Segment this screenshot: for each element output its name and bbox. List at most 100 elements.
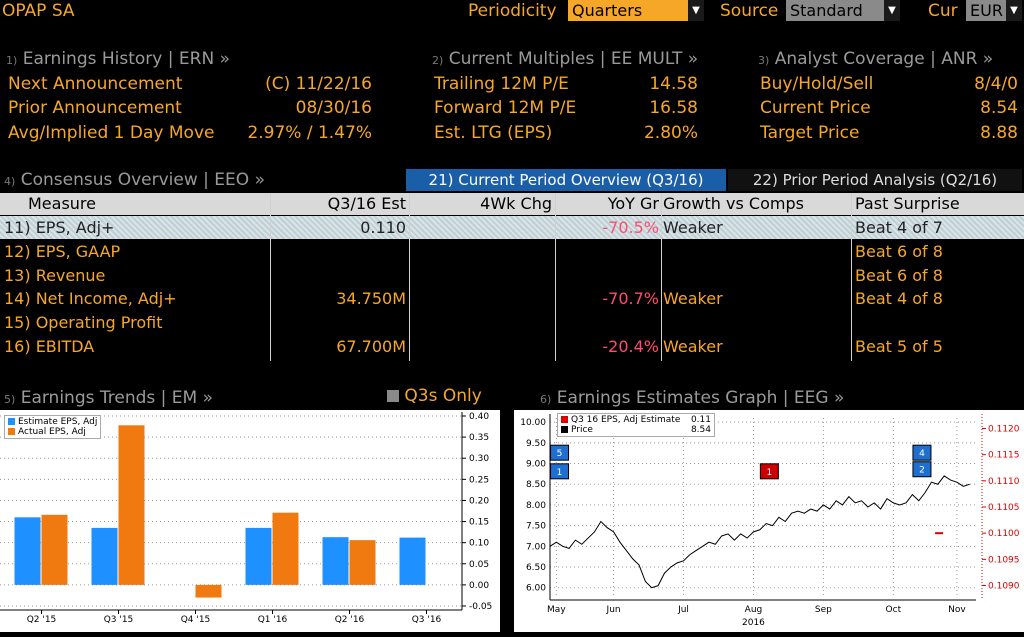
currency-label: Cur bbox=[928, 1, 958, 21]
event-marker-box bbox=[550, 463, 570, 480]
consensus-overview-title[interactable]: 4) Consensus Overview | EEO » bbox=[4, 170, 265, 190]
y-right-tick-label: 0.1120 bbox=[988, 424, 1020, 434]
estimate-bar bbox=[399, 537, 426, 585]
cell-estimate: 67.700M bbox=[336, 337, 406, 356]
y-tick-label: 0.00 bbox=[469, 581, 489, 591]
x-tick-label: Q4 '15 bbox=[181, 615, 211, 625]
cell-growth: Weaker bbox=[663, 337, 723, 356]
cell-4wk-chg bbox=[412, 311, 552, 334]
event-marker: 4 bbox=[912, 444, 932, 461]
earnings-graph-title[interactable]: 6) Earnings Estimates Graph | EEG » bbox=[540, 388, 844, 408]
cell-measure: 16) EBITDA bbox=[4, 337, 95, 356]
checkbox-icon[interactable] bbox=[387, 390, 399, 402]
col-measure[interactable]: Measure bbox=[28, 194, 96, 213]
x-tick-label: Q1 '16 bbox=[258, 615, 288, 625]
currency-value: EUR bbox=[966, 0, 1006, 21]
y-tick-label: -0.05 bbox=[469, 602, 492, 612]
earnings-trends-svg: 0.40 0.35 0.30 0.25 0.20 0.15 0.10 0.05 0.00 -0.0… bbox=[0, 412, 492, 625]
day-move-value: 2.97% / 1.47% bbox=[247, 123, 372, 143]
event-marker-label: 2 bbox=[919, 466, 925, 476]
chevron-down-icon[interactable]: ▼ bbox=[688, 0, 704, 21]
forward-pe-value: 16.58 bbox=[649, 98, 698, 118]
event-marker: 2 bbox=[912, 461, 932, 478]
periodicity-dropdown[interactable]: Quarters ▼ bbox=[568, 0, 704, 21]
chart-legend: Q3 16 EPS, Adj Estimate 0.11 Price 8.54 bbox=[557, 413, 715, 437]
event-marker: 1 bbox=[759, 463, 779, 480]
y-left-tick-label: 9.00 bbox=[526, 460, 546, 470]
table-row[interactable]: 13) Revenue Beat 6 of 8 bbox=[0, 264, 1024, 287]
y-left-tick-label: 9.50 bbox=[526, 439, 546, 449]
ltg-label: Est. LTG (EPS) bbox=[434, 123, 553, 143]
currency-dropdown[interactable]: EUR ▼ bbox=[966, 0, 1022, 21]
cell-yoy-gr bbox=[557, 240, 659, 263]
cell-measure: 14) Net Income, Adj+ bbox=[4, 289, 177, 309]
x-tick-label: Oct bbox=[886, 605, 902, 615]
target-price-value: 8.88 bbox=[980, 123, 1018, 143]
cell-estimate: 34.750M bbox=[336, 289, 406, 309]
cell-estimate bbox=[272, 240, 406, 263]
y-tick-label: 0.35 bbox=[469, 433, 489, 443]
table-row[interactable]: 12) EPS, GAAP Beat 6 of 8 bbox=[0, 240, 1024, 263]
x-year-label: 2016 bbox=[742, 618, 765, 628]
table-row[interactable]: 15) Operating Profit bbox=[0, 311, 1024, 334]
event-marker-label: 1 bbox=[557, 468, 563, 478]
tab-prior-period[interactable]: 22) Prior Period Analysis (Q2/16) bbox=[728, 169, 1022, 191]
earnings-trends-title[interactable]: 5) Earnings Trends | EM » bbox=[4, 388, 213, 408]
chevron-down-icon[interactable]: ▼ bbox=[884, 0, 900, 21]
source-dropdown[interactable]: Standard ▼ bbox=[786, 0, 900, 21]
y-left-tick-label: 8.50 bbox=[526, 480, 546, 490]
table-header: Measure Q3/16 Est 4Wk Chg YoY Gr Growth … bbox=[0, 193, 1024, 215]
cell-4wk-chg bbox=[412, 240, 552, 263]
x-tick-label: Sep bbox=[815, 605, 832, 615]
prior-announcement-value: 08/30/16 bbox=[295, 98, 372, 118]
section-title-text: Earnings History | ERN » bbox=[22, 49, 230, 69]
y-right-tick-label: 0.1100 bbox=[988, 529, 1020, 539]
estimate-bar bbox=[322, 537, 349, 585]
event-marker-box bbox=[912, 461, 932, 478]
col-past-surprise[interactable]: Past Surprise bbox=[855, 194, 960, 213]
analyst-coverage-title[interactable]: 3) Analyst Coverage | ANR » bbox=[758, 49, 993, 69]
y-left-tick-label: 7.00 bbox=[526, 542, 546, 552]
legend-item-actual: Actual EPS, Adj bbox=[8, 427, 97, 437]
table-row[interactable]: 14) Net Income, Adj+ 34.750M -70.7% Weaker B… bbox=[0, 287, 1024, 310]
y-tick-label: 0.20 bbox=[469, 496, 489, 506]
estimate-bar bbox=[14, 517, 41, 585]
next-announcement-label: Next Announcement bbox=[8, 74, 183, 94]
col-estimate[interactable]: Q3/16 Est bbox=[327, 194, 406, 213]
col-yoy-gr[interactable]: YoY Gr bbox=[607, 194, 659, 213]
y-tick-label: 0.30 bbox=[469, 454, 489, 464]
y-tick-label: 0.05 bbox=[469, 560, 489, 570]
cell-estimate bbox=[272, 264, 406, 287]
checkbox-label: Q3s Only bbox=[404, 386, 482, 406]
x-tick-label: Q2 '16 bbox=[335, 615, 365, 625]
earnings-history-title[interactable]: 1) Earnings History | ERN » bbox=[6, 49, 230, 69]
current-multiples-title[interactable]: 2) Current Multiples | EE MULT » bbox=[432, 49, 698, 69]
col-4wk-chg[interactable]: 4Wk Chg bbox=[480, 194, 552, 213]
tab-current-period[interactable]: 21) Current Period Overview (Q3/16) bbox=[406, 169, 726, 191]
section-title-text: Analyst Coverage | ANR » bbox=[774, 49, 994, 69]
y-left-tick-label: 6.00 bbox=[526, 584, 546, 594]
price-line bbox=[549, 475, 970, 589]
col-growth-vs-comps[interactable]: Growth vs Comps bbox=[663, 194, 804, 213]
earnings-estimates-svg: 10.00 9.50 9.00 8.50 8.00 7.50 7.00 6.50 6.00 0.1… bbox=[520, 414, 1020, 628]
actual-bar bbox=[195, 584, 222, 598]
section-number: 5) bbox=[4, 393, 16, 406]
y-tick-label: 0.25 bbox=[469, 475, 489, 485]
y-tick-label: 0.15 bbox=[469, 518, 489, 528]
event-marker-label: 5 bbox=[557, 449, 563, 459]
cell-surprise: Beat 5 of 5 bbox=[855, 337, 943, 356]
event-marker-box bbox=[550, 444, 570, 461]
x-tick-label: Jun bbox=[606, 605, 621, 615]
y-right-tick-label: 0.1105 bbox=[988, 503, 1020, 513]
cell-measure: 13) Revenue bbox=[4, 265, 106, 285]
cell-surprise: Beat 4 of 8 bbox=[855, 289, 943, 309]
table-row[interactable]: 16) EBITDA 67.700M -20.4% Weaker Beat 5 of 5 bbox=[0, 335, 1024, 358]
section-number: 3) bbox=[758, 54, 770, 67]
event-marker: 1 bbox=[550, 463, 570, 480]
security-name: OPAP SA bbox=[2, 1, 75, 21]
legend-item-estimate: Estimate EPS, Adj bbox=[8, 417, 97, 427]
q3s-only-checkbox[interactable]: Q3s Only bbox=[387, 386, 482, 406]
cell-surprise: Beat 6 of 8 bbox=[855, 265, 943, 285]
chevron-down-icon[interactable]: ▼ bbox=[1006, 0, 1022, 21]
table-row[interactable]: 11) EPS, Adj+ 0.110 -70.5% Weaker Beat 4 of … bbox=[0, 216, 1024, 239]
